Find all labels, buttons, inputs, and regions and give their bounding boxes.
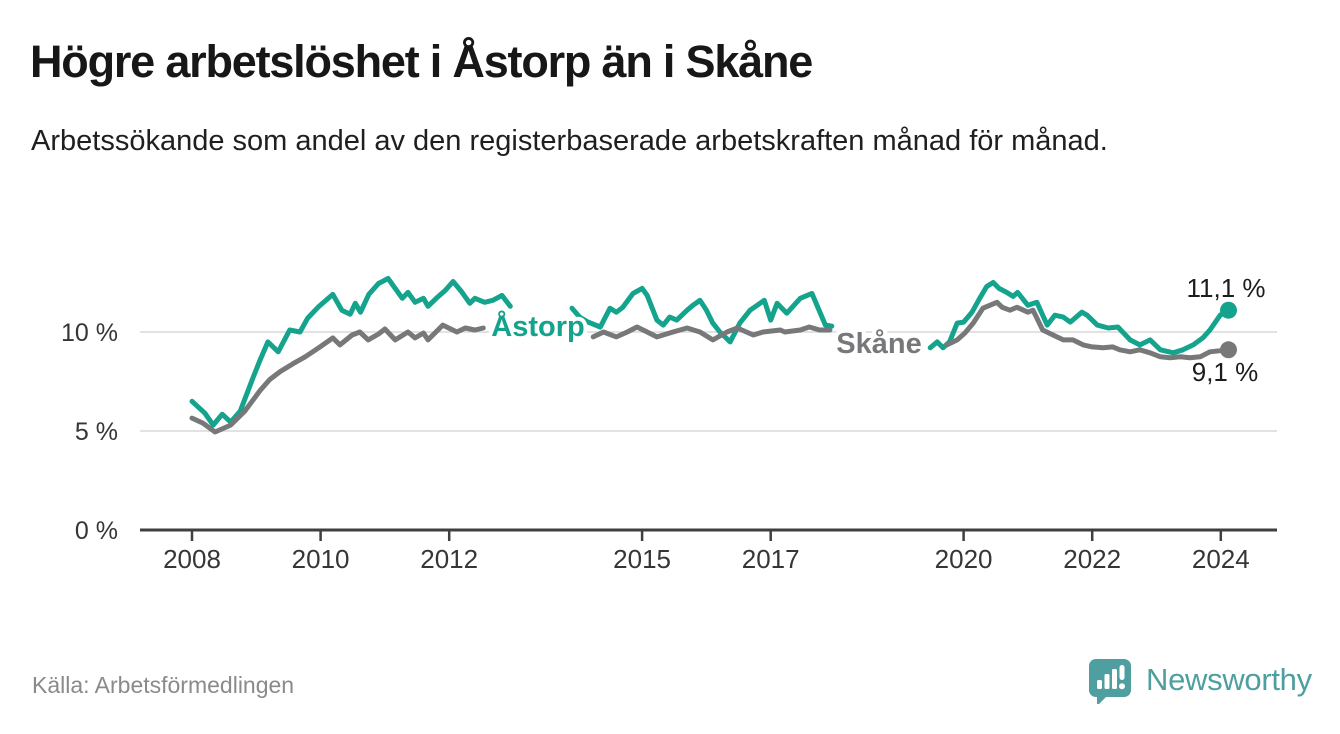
y-axis-tick-label: 10 %: [61, 319, 118, 347]
y-axis-tick-label: 0 %: [75, 517, 118, 545]
newsworthy-bubble-chart-icon: [1086, 656, 1134, 704]
source-note: Källa: Arbetsförmedlingen: [32, 672, 295, 698]
series-line-astorp: [569, 285, 835, 345]
x-axis-tick-label: 2022: [1063, 544, 1121, 574]
y-axis-tick-label: 5 %: [75, 418, 118, 446]
series-line-skane: [590, 324, 833, 343]
chart-subtitle: Arbetssökande som andel av den registerb…: [31, 125, 1108, 157]
newsworthy-logo: Newsworthy: [1086, 656, 1312, 704]
page-title: Högre arbetslöshet i Åstorp än i Skåne: [30, 36, 813, 87]
newsworthy-logo-text: Newsworthy: [1146, 662, 1312, 697]
x-axis-tick-label: 2015: [613, 544, 671, 574]
series-end-dot-skane: [1220, 341, 1237, 359]
series-line-astorp: [189, 276, 513, 428]
series-end-value-astorp: 11,1 %: [1186, 273, 1265, 303]
series-line-skane: [189, 322, 486, 435]
x-axis-tick-label: 2017: [742, 544, 800, 574]
x-axis-tick-label: 2012: [420, 544, 478, 574]
x-axis-tick-label: 2020: [935, 544, 993, 574]
series-end-value-skane: 9,1 %: [1192, 357, 1259, 387]
x-axis-tick-label: 2010: [292, 544, 350, 574]
series-line-skane: [944, 299, 1231, 361]
series-line-astorp: [927, 280, 1231, 356]
series-label-skane: Skåne: [836, 328, 921, 360]
series-label-astorp: Åstorp: [491, 310, 584, 343]
x-axis-tick-label: 2024: [1192, 544, 1250, 574]
x-axis-tick-label: 2008: [163, 544, 221, 574]
series-end-dot-astorp: [1220, 301, 1237, 319]
